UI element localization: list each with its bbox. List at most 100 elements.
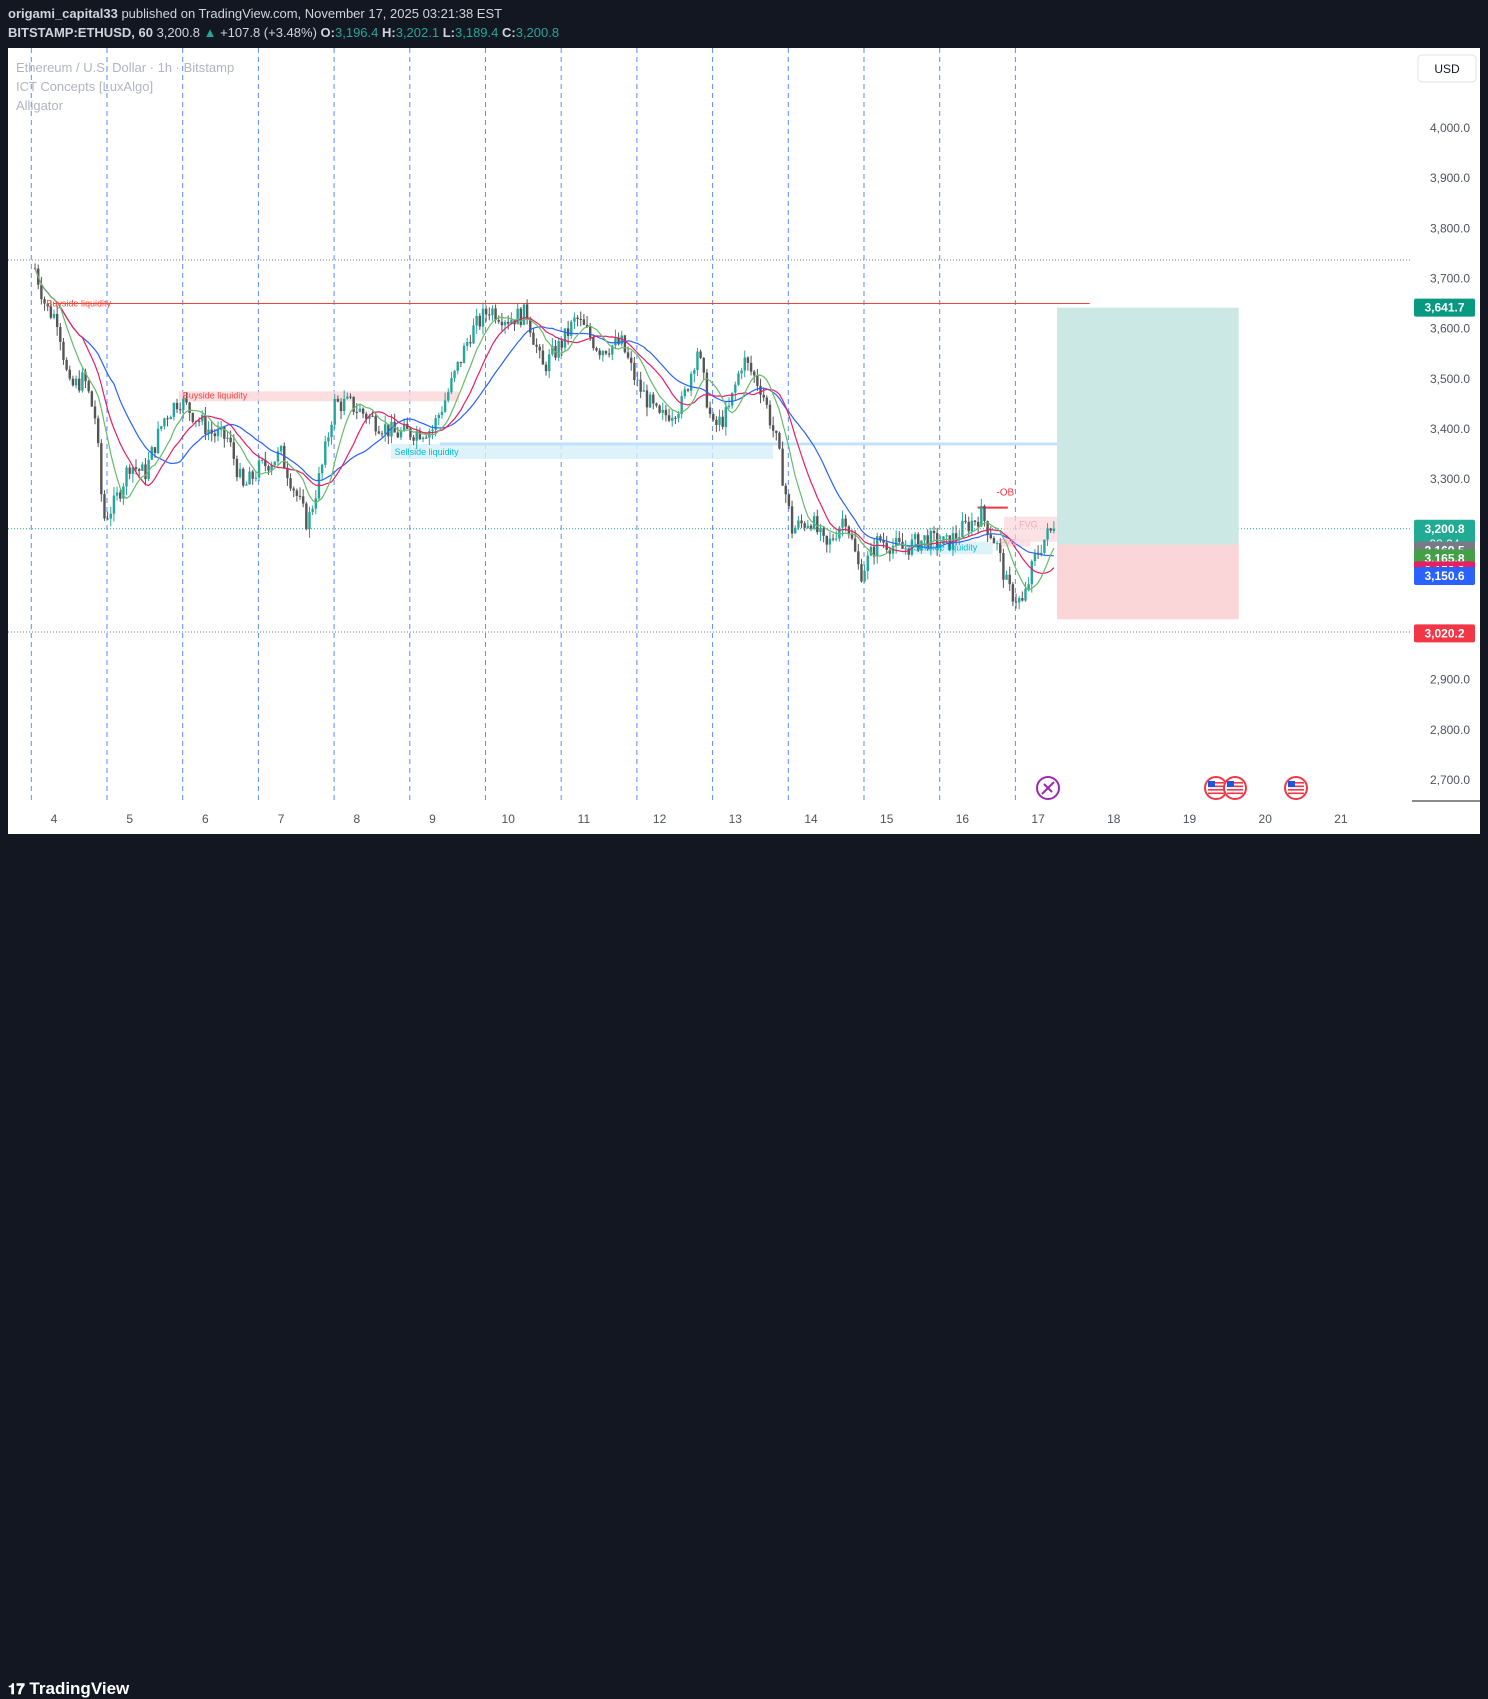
author-name[interactable]: origami_capital33 — [8, 6, 118, 21]
candle-body[interactable] — [1030, 561, 1033, 585]
candle-body[interactable] — [784, 485, 787, 495]
candle-body[interactable] — [516, 308, 519, 325]
candle-body[interactable] — [283, 445, 286, 468]
tradingview-logo[interactable]: 𝟏𝟕 TradingView — [8, 1679, 129, 1699]
candle-body[interactable] — [434, 418, 437, 430]
candle-body[interactable] — [819, 528, 822, 533]
candle-body[interactable] — [475, 315, 478, 326]
candle-body[interactable] — [898, 538, 901, 542]
candle-body[interactable] — [989, 534, 992, 539]
candle-body[interactable] — [633, 362, 636, 380]
candle-body[interactable] — [557, 341, 560, 358]
crypto-event-icon[interactable] — [1036, 776, 1060, 800]
candle-body[interactable] — [683, 389, 687, 397]
candle-body[interactable] — [235, 458, 239, 478]
candle-body[interactable] — [913, 534, 917, 540]
candle-body[interactable] — [1043, 539, 1046, 553]
candle-body[interactable] — [390, 421, 393, 437]
candle-body[interactable] — [705, 372, 709, 408]
candle-body[interactable] — [260, 459, 264, 461]
candle-body[interactable] — [828, 538, 832, 545]
candle-body[interactable] — [980, 506, 983, 527]
candle-body[interactable] — [497, 320, 500, 322]
candle-body[interactable] — [472, 325, 475, 344]
candle-body[interactable] — [712, 413, 715, 420]
candle-body[interactable] — [248, 471, 251, 485]
candle-body[interactable] — [970, 520, 974, 532]
candle-body[interactable] — [522, 304, 526, 325]
candle-body[interactable] — [570, 321, 573, 336]
candle-body[interactable] — [882, 540, 885, 543]
candle-body[interactable] — [128, 467, 131, 474]
candle-body[interactable] — [620, 335, 623, 345]
candle-body[interactable] — [156, 428, 160, 454]
candle-body[interactable] — [216, 429, 220, 437]
candle-body[interactable] — [286, 467, 289, 479]
candle-body[interactable] — [872, 546, 876, 557]
candle-body[interactable] — [753, 371, 756, 376]
candle-body[interactable] — [229, 437, 232, 443]
candle-body[interactable] — [254, 477, 258, 479]
candle-body[interactable] — [276, 451, 280, 462]
candle-body[interactable] — [191, 412, 194, 422]
candle-body[interactable] — [803, 523, 806, 528]
candle-body[interactable] — [134, 467, 138, 470]
candle-body[interactable] — [396, 432, 400, 438]
candle-body[interactable] — [78, 378, 81, 391]
candle-body[interactable] — [368, 415, 371, 419]
candle-body[interactable] — [582, 319, 586, 325]
candle-body[interactable] — [43, 299, 46, 304]
candle-body[interactable] — [481, 308, 485, 327]
candle-body[interactable] — [904, 548, 907, 550]
candle-body[interactable] — [273, 461, 276, 466]
candle-body[interactable] — [589, 327, 592, 338]
candle-body[interactable] — [768, 404, 772, 426]
candle-body[interactable] — [93, 406, 97, 419]
candle-body[interactable] — [160, 426, 163, 429]
candle-body[interactable] — [484, 308, 488, 315]
us-flag-event-icon[interactable] — [1284, 776, 1308, 800]
candle-body[interactable] — [349, 396, 352, 398]
candle-body[interactable] — [715, 419, 718, 425]
candle-body[interactable] — [339, 401, 343, 412]
candle-body[interactable] — [383, 424, 387, 434]
us-flag-event-icon[interactable] — [1204, 776, 1228, 800]
candle-body[interactable] — [835, 538, 838, 540]
candle-body[interactable] — [794, 527, 797, 534]
candle-body[interactable] — [630, 357, 633, 363]
candle-body[interactable] — [459, 361, 463, 364]
candle-body[interactable] — [289, 478, 292, 489]
candle-body[interactable] — [308, 512, 311, 530]
candle-body[interactable] — [412, 437, 415, 441]
candle-body[interactable] — [598, 350, 601, 356]
candle-body[interactable] — [336, 398, 340, 402]
candle-body[interactable] — [197, 420, 201, 422]
candle-body[interactable] — [55, 314, 59, 328]
candle-body[interactable] — [500, 321, 504, 326]
candle-body[interactable] — [352, 396, 355, 412]
candle-body[interactable] — [65, 359, 68, 370]
candle-body[interactable] — [295, 490, 299, 496]
candle-body[interactable] — [406, 423, 409, 429]
candle-body[interactable] — [718, 416, 721, 425]
candle-body[interactable] — [478, 315, 482, 327]
candle-body[interactable] — [81, 372, 84, 391]
candle-body[interactable] — [440, 411, 444, 415]
candle-body[interactable] — [100, 443, 103, 495]
candle-body[interactable] — [778, 432, 781, 449]
candle-body[interactable] — [983, 506, 986, 522]
candle-body[interactable] — [172, 403, 176, 417]
candle-body[interactable] — [775, 430, 778, 433]
candle-body[interactable] — [311, 508, 314, 513]
candle-body[interactable] — [106, 518, 109, 520]
candle-body[interactable] — [456, 361, 459, 371]
candle-body[interactable] — [645, 390, 649, 408]
candle-body[interactable] — [409, 428, 412, 438]
candle-body[interactable] — [377, 431, 381, 434]
candle-body[interactable] — [358, 408, 362, 412]
candle-body[interactable] — [1033, 552, 1037, 562]
candle-body[interactable] — [462, 345, 466, 364]
candle-body[interactable] — [226, 437, 229, 439]
candle-body[interactable] — [52, 314, 56, 318]
candle-body[interactable] — [636, 379, 639, 381]
